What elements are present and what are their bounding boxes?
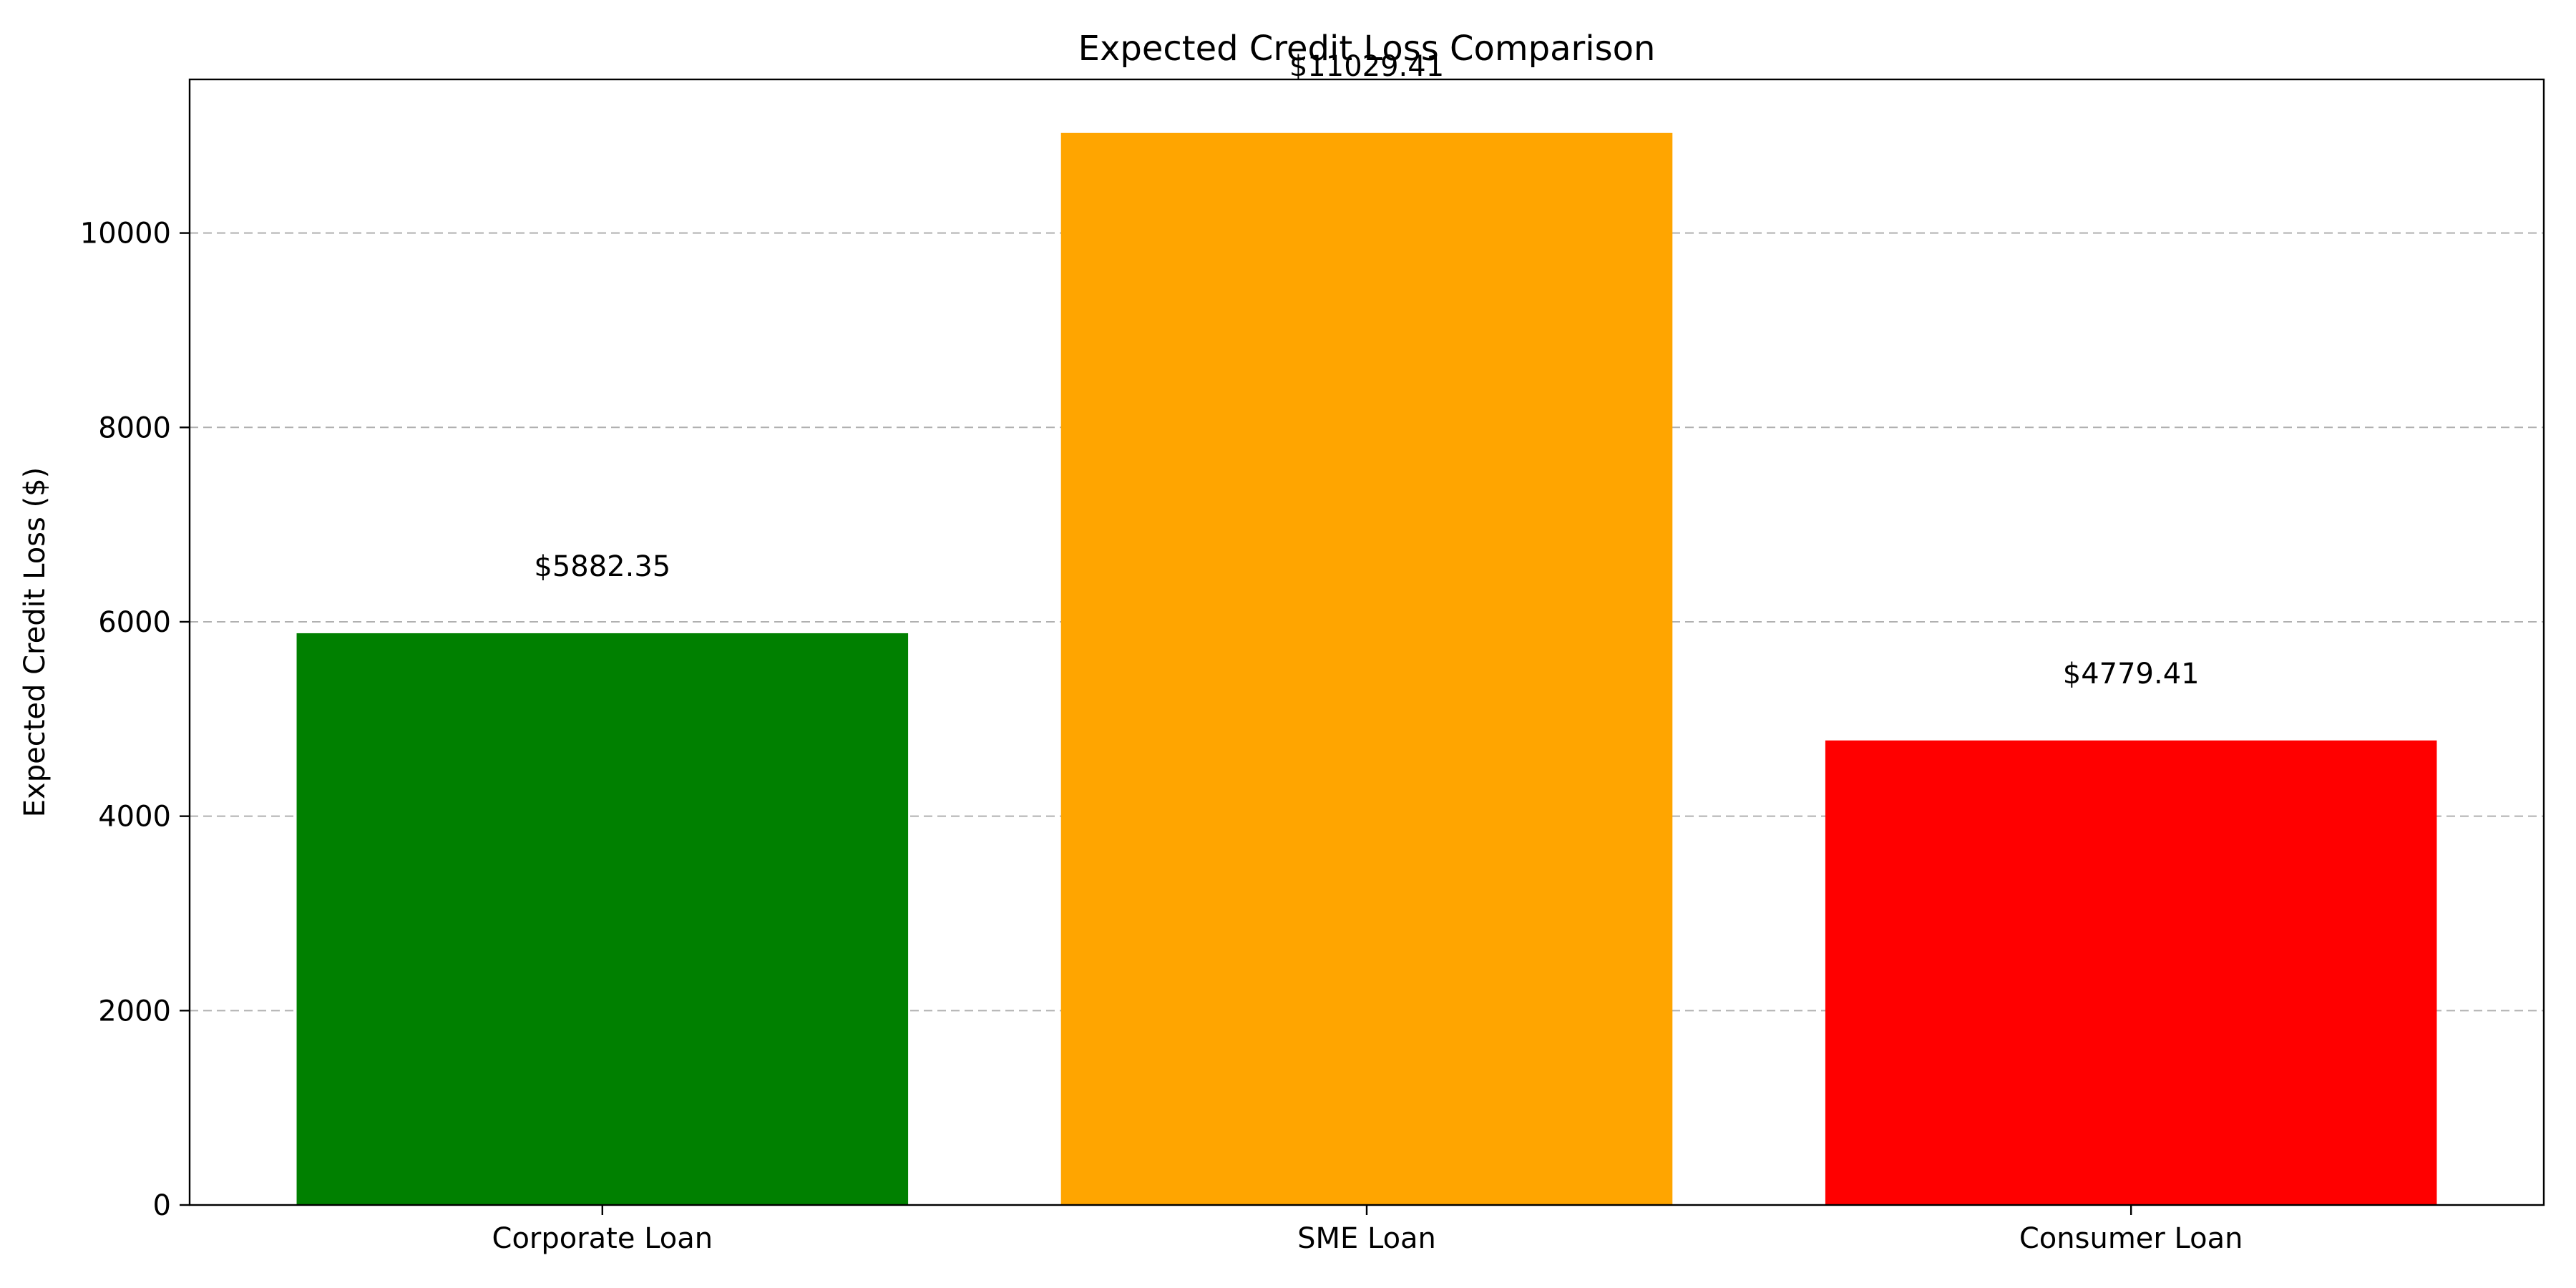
- y-axis-label: Expected Credit Loss ($): [19, 467, 52, 817]
- y-tick-label: 0: [153, 1189, 171, 1222]
- x-tick-label: Consumer Loan: [2019, 1222, 2243, 1255]
- bar-value-label: $11029.41: [1289, 50, 1444, 83]
- bar-corporate-loan: [296, 633, 909, 1205]
- tick-layer: 0 2000 4000 6000 8000 10000 Corporate Loan SME …: [80, 218, 2243, 1255]
- bar-sme-loan: [1060, 132, 1673, 1205]
- bar-layer: [296, 132, 2437, 1205]
- chart-title: Expected Credit Loss Comparison: [1078, 29, 1656, 69]
- x-tick-label: Corporate Loan: [492, 1222, 713, 1255]
- x-tick-label: SME Loan: [1297, 1222, 1436, 1255]
- y-tick-label: 2000: [98, 995, 171, 1028]
- y-tick-label: 6000: [98, 606, 171, 639]
- y-tick-label: 4000: [98, 801, 171, 834]
- bar-value-label: $5882.35: [534, 550, 670, 583]
- bar-consumer-loan: [1825, 740, 2437, 1205]
- bar-value-labels: $5882.35 $11029.41 $4779.41: [534, 50, 2199, 691]
- bar-value-label: $4779.41: [2063, 658, 2200, 691]
- y-tick-label: 8000: [98, 411, 171, 444]
- y-tick-label: 10000: [80, 218, 171, 250]
